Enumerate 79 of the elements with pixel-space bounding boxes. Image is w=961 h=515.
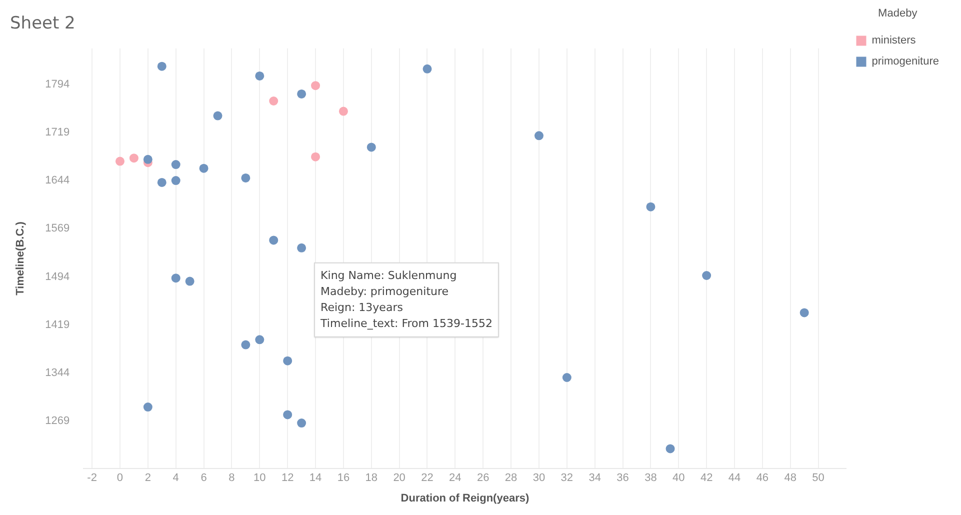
point — [338, 106, 348, 116]
legend-label: ministers — [872, 34, 916, 47]
point — [185, 276, 194, 286]
legend-title: Madeby — [878, 8, 918, 20]
point — [297, 89, 306, 98]
point — [213, 111, 222, 120]
x-tick-label: 22 — [421, 472, 434, 484]
annotation: Madeby: primogeniture — [320, 284, 449, 298]
point — [171, 274, 180, 283]
point — [702, 271, 712, 280]
x-tick-label: 10 — [254, 472, 266, 484]
point — [562, 373, 572, 382]
x-tick-label: 38 — [644, 472, 657, 484]
y-tick-label: 1569 — [45, 222, 70, 235]
x-tick-label: 44 — [728, 472, 741, 484]
y-tick-label: 1494 — [45, 270, 70, 283]
annotation: Timeline_text: From 1539-1552 — [320, 316, 492, 330]
point — [157, 178, 166, 187]
x-tick-label: 28 — [504, 472, 518, 484]
x-tick-label: 30 — [532, 472, 546, 484]
y-tick-label: 1344 — [45, 367, 70, 380]
point — [422, 64, 432, 74]
x-tick-label: 26 — [476, 472, 490, 484]
point — [366, 142, 376, 152]
y-tick-label: 1269 — [45, 415, 70, 428]
point — [255, 71, 264, 80]
x-tick-label: 20 — [393, 472, 406, 484]
x-tick-label: 46 — [756, 472, 769, 484]
point — [143, 154, 152, 164]
x-tick-label: 12 — [281, 472, 294, 484]
point — [241, 340, 250, 350]
point — [646, 202, 656, 212]
point — [143, 402, 152, 412]
point — [241, 173, 250, 182]
annotation: King Name: Suklenmung — [320, 268, 457, 282]
point — [157, 62, 166, 71]
x-tick-label: 48 — [784, 472, 796, 484]
point — [269, 96, 278, 106]
point — [171, 176, 180, 186]
x-tick-label: 24 — [449, 472, 462, 484]
x-tick-label: -2 — [87, 472, 97, 484]
x-tick-label: 50 — [812, 472, 824, 484]
point — [199, 164, 208, 173]
point — [115, 156, 124, 166]
point — [800, 308, 809, 318]
y-tick-label: 1794 — [45, 78, 70, 90]
point — [666, 444, 675, 454]
x-axis-title: Duration of Reign(years) — [400, 492, 530, 504]
y-tick-label: 1644 — [45, 174, 70, 187]
x-tick-label: 14 — [309, 472, 322, 484]
point — [311, 152, 320, 162]
x-tick-label: 16 — [337, 472, 350, 484]
point — [129, 154, 138, 163]
x-tick-label: 18 — [365, 472, 378, 484]
y-axis-title: Timeline(B.C.) — [14, 221, 27, 296]
x-tick-label: 36 — [616, 472, 629, 484]
point — [255, 335, 264, 344]
x-tick-label: 8 — [228, 472, 235, 484]
point — [171, 160, 180, 170]
annotation: Reign: 13years — [320, 300, 404, 314]
point — [283, 410, 292, 420]
y-tick-label: 1719 — [45, 126, 70, 138]
x-tick-label: 4 — [172, 472, 179, 484]
point — [269, 236, 278, 245]
x-tick-label: 2 — [144, 472, 151, 484]
point — [534, 131, 544, 140]
x-tick-label: 32 — [560, 472, 574, 484]
legend-label: primogeniture — [872, 56, 940, 68]
chart-title: Sheet 2 — [10, 14, 76, 34]
point — [297, 418, 306, 428]
point — [297, 243, 306, 252]
point — [283, 356, 292, 366]
x-tick-label: 6 — [200, 472, 207, 484]
y-tick-label: 1419 — [45, 318, 70, 331]
x-tick-label: 0 — [116, 472, 124, 484]
point — [311, 81, 320, 90]
x-tick-label: 42 — [700, 472, 713, 484]
x-tick-label: 34 — [588, 472, 601, 484]
x-tick-label: 40 — [672, 472, 685, 484]
